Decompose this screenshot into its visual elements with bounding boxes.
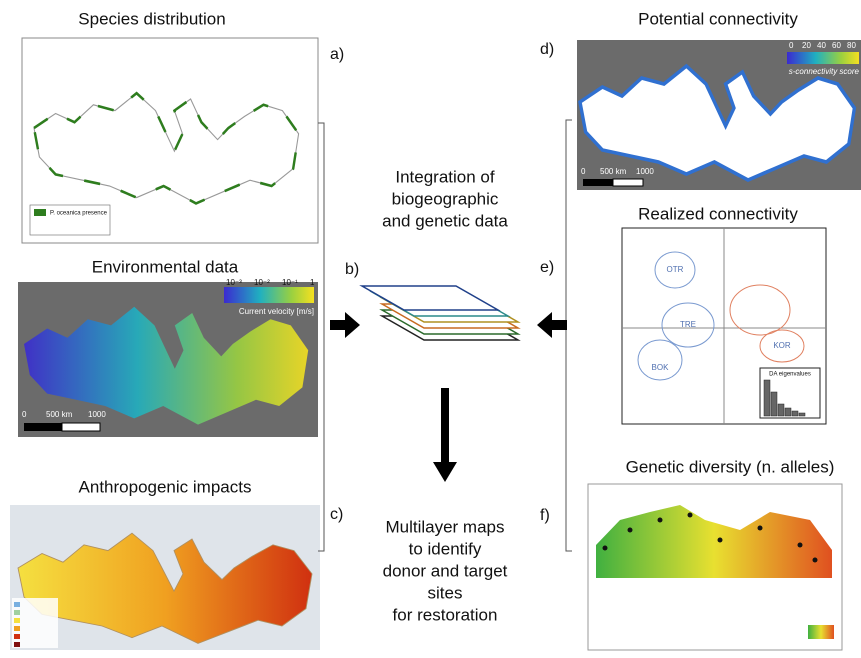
panel-title: Potential connectivity [638,9,798,28]
panel-title: Realized connectivity [638,204,798,223]
layer-stack [359,285,521,341]
cluster-ellipse [654,251,696,289]
colorbar-tick: 10⁻¹ [282,278,298,287]
colorbar-tick: 1 [310,278,315,287]
bracket [318,122,325,552]
panel-label: f) [540,507,550,524]
panel-label: a) [330,46,344,63]
center-text: Integration of [395,167,495,186]
legend-swatch [14,626,20,631]
scale-bar [612,178,644,187]
inset-title: DA eigenvalues [769,372,811,378]
scale-text: 1000 [88,410,106,419]
panel-title: Species distribution [78,9,225,28]
cluster-label: OTR [667,265,684,274]
scale-bar [24,423,62,431]
cluster-ellipse [729,284,791,336]
colorbar-tick: 0 [789,41,794,50]
colorbar-tick: 10⁻² [254,278,270,287]
panel-title: Environmental data [92,257,239,276]
legend-swatch [14,642,20,647]
bracket [565,119,572,552]
arrow [537,312,567,338]
colorbar-tick: 40 [817,41,826,50]
colorbar-tick: 60 [832,41,841,50]
panel-title: Anthropogenic impacts [79,477,252,496]
panel-label: b) [345,261,359,278]
legend-text: P. oceanica presence [50,211,108,217]
colorbar-tick: 20 [802,41,811,50]
cluster-label: BOK [652,363,670,372]
legend-swatch [14,618,20,623]
center-text: Multilayer maps [385,517,504,536]
cluster-ellipse [637,339,683,381]
cluster-label: KOR [773,341,791,350]
center-text: donor and target [383,561,508,580]
colorbar-tick: 80 [847,41,856,50]
legend-swatch [34,209,46,216]
cluster-ellipse [759,329,805,363]
scale-text: 500 km [46,410,73,419]
panel-label: e) [540,259,554,276]
cluster-ellipse [661,302,715,348]
colorbar [787,52,859,64]
diversity-field [596,505,832,578]
scale-bar [61,422,101,432]
scale-text: 1000 [636,167,654,176]
scale-text: 0 [22,410,27,419]
colorbar-tick: 10⁻³ [226,278,242,287]
legend-swatch [14,602,20,607]
arrow [330,312,360,338]
panel-title: Genetic diversity (n. alleles) [626,457,835,476]
scale-bar [583,179,613,186]
panel-label: c) [330,506,343,523]
eigen-bars [763,379,806,417]
center-text: biogeographic [392,189,499,208]
legend-swatch [14,634,20,639]
arrow [433,388,457,482]
legend-swatch [808,625,834,639]
scale-text: 500 km [600,167,627,176]
sample-points [602,512,818,563]
cluster-label: TRE [680,320,696,329]
colorbar [224,287,314,303]
center-text: to identify [409,539,482,558]
scale-text: 0 [581,167,586,176]
center-text: for restoration [393,605,498,624]
colorbar-title: s-connectivity score [789,67,860,76]
center-text: and genetic data [382,211,508,230]
panel-label: d) [540,41,554,58]
legend-swatch [14,610,20,615]
colorbar-title: Current velocity [m/s] [239,307,314,316]
center-text: sites [428,583,463,602]
